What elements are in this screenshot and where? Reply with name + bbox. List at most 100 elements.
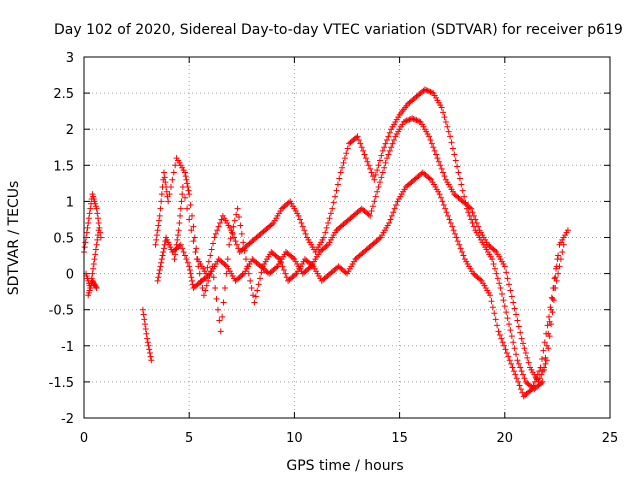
data-point [226,241,233,248]
data-point [165,198,172,205]
data-point [157,205,164,212]
data-point [361,151,368,158]
data-point [144,339,151,346]
data-point [498,335,505,342]
data-point [95,220,102,227]
data-point [385,151,392,158]
data-point [390,137,397,144]
data-point [489,256,496,263]
data-point [357,140,364,147]
data-point [430,144,437,151]
data-point [495,328,502,335]
data-point [493,270,500,277]
data-point [141,316,148,323]
data-point [433,151,440,158]
data-point [488,298,495,305]
data-point [510,368,517,375]
data-point [545,345,552,352]
data-point [434,155,441,162]
data-point [223,270,230,277]
data-point [186,191,193,198]
data-point [82,239,89,246]
data-point [282,270,289,277]
data-point [251,299,258,306]
data-point [410,115,417,122]
y-tick-label: 3 [66,51,74,66]
data-point [186,263,193,270]
data-point [477,276,484,283]
data-point [511,345,518,352]
data-point [382,159,389,166]
data-point [517,386,524,393]
data-point [326,215,333,222]
data-point [198,277,205,284]
data-point [406,116,413,123]
data-point [548,321,555,328]
data-point [376,157,383,164]
data-point [382,140,389,147]
data-point [387,216,394,223]
data-point [211,234,218,241]
data-point [439,198,446,205]
data-point [515,323,522,330]
data-point [219,313,226,320]
data-point [369,173,376,180]
data-point [515,360,522,367]
data-point [360,147,367,154]
data-point [375,183,382,190]
data-point [229,230,236,237]
data-point [512,371,519,378]
data-point [520,371,527,378]
data-point [341,155,348,162]
data-point [452,230,459,237]
data-point [156,217,163,224]
data-point [383,137,390,144]
data-point [161,174,168,181]
data-point [156,212,163,219]
data-point [340,159,347,166]
data-point [153,232,160,239]
data-point [196,270,203,277]
data-point [416,118,423,125]
data-point [496,331,503,338]
data-point [257,275,264,282]
data-point [308,262,315,269]
data-point [333,187,340,194]
data-point [517,364,524,371]
data-point [390,209,397,216]
data-point [325,220,332,227]
y-tick-label: -1 [61,340,74,355]
data-point [374,188,381,195]
data-point [367,165,374,172]
data-point [378,152,385,159]
data-point [438,104,445,111]
data-point [413,117,420,124]
data-point [448,139,455,146]
data-point [86,210,93,217]
data-point [205,277,212,284]
data-point [93,241,100,248]
data-point [273,264,280,271]
data-point [93,205,100,212]
data-point [289,254,296,261]
data-point [452,157,459,164]
data-point [440,202,447,209]
data-point [299,223,306,230]
data-point [160,169,167,176]
plot-frame [83,56,611,419]
data-point [143,330,150,337]
data-point [190,223,197,230]
y-tick-label: 1.5 [53,159,74,174]
data-point [426,88,433,95]
data-point [208,246,215,253]
data-point [515,378,522,385]
data-point [541,339,548,346]
data-point [206,273,213,280]
y-tick-labels: -2 -1.5 -1 -0.5 0 0.5 1 1.5 2 2.5 3 [49,51,74,427]
data-point [218,216,225,223]
data-point [427,88,434,95]
data-point [94,210,101,217]
data-point [454,163,461,170]
data-point [469,209,476,216]
data-point [538,356,545,363]
